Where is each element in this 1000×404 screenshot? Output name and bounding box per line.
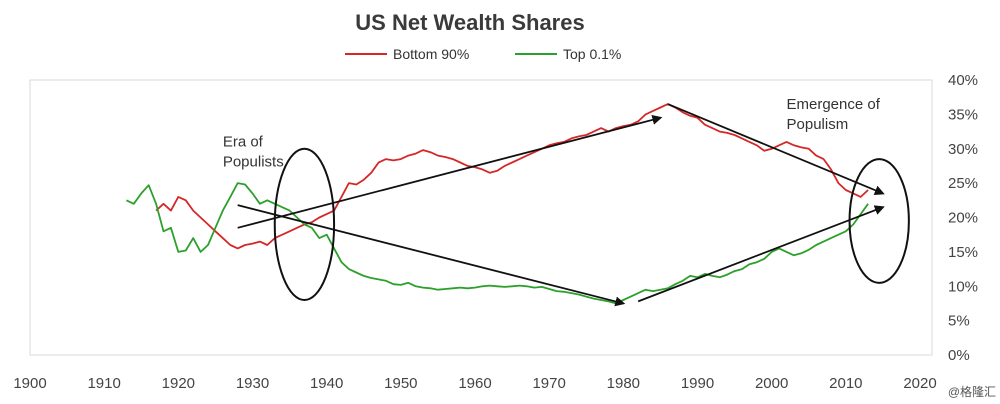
x-tick-label: 2020 xyxy=(903,375,936,392)
annotation-line: Era of xyxy=(223,134,264,151)
x-tick-label: 1970 xyxy=(532,375,565,392)
y-tick-label: 25% xyxy=(948,175,978,192)
x-tick-label: 2010 xyxy=(829,375,862,392)
x-tick-label: 1930 xyxy=(236,375,269,392)
legend: Bottom 90% Top 0.1% xyxy=(345,46,621,62)
plot-area xyxy=(29,79,933,356)
annotation-era-of-populists: Era of Populists xyxy=(223,134,284,171)
legend-label-top-0-1: Top 0.1% xyxy=(563,46,621,62)
y-tick-label: 35% xyxy=(948,106,978,123)
y-axis: 0% 5% 10% 15% 20% 25% 30% 35% 40% xyxy=(948,72,978,364)
x-tick-label: 1950 xyxy=(384,375,417,392)
trend-arrow xyxy=(667,103,885,195)
x-tick-label: 1960 xyxy=(458,375,491,392)
x-tick-label: 1900 xyxy=(13,375,46,392)
annotation-line: Emergence of xyxy=(787,96,881,113)
y-tick-label: 0% xyxy=(948,347,970,364)
y-tick-label: 10% xyxy=(948,278,978,295)
x-tick-label: 1980 xyxy=(607,375,640,392)
y-tick-label: 5% xyxy=(948,313,970,330)
x-axis: 1900 1910 1920 1930 1940 1950 1960 1970 1980 1990… xyxy=(13,375,936,392)
arrow-layer xyxy=(237,103,885,307)
y-tick-label: 40% xyxy=(948,72,978,89)
highlight-ellipse xyxy=(848,158,910,284)
watermark: @格隆汇 xyxy=(948,384,996,399)
trend-arrow xyxy=(237,204,626,307)
y-tick-label: 20% xyxy=(948,210,978,227)
y-tick-label: 30% xyxy=(948,141,978,158)
y-tick-label: 15% xyxy=(948,244,978,261)
series-line-bottom-90 xyxy=(155,103,869,250)
x-tick-label: 2000 xyxy=(755,375,788,392)
trend-arrow xyxy=(237,114,663,229)
trend-arrow xyxy=(637,205,885,303)
x-tick-label: 1910 xyxy=(87,375,120,392)
legend-label-bottom-90: Bottom 90% xyxy=(393,46,469,62)
chart-title: US Net Wealth Shares xyxy=(355,10,584,35)
annotation-emergence-of-populism: Emergence of Populism xyxy=(787,96,885,133)
series-line-top-0-1 xyxy=(126,182,869,305)
x-tick-label: 1990 xyxy=(681,375,714,392)
x-tick-label: 1920 xyxy=(162,375,195,392)
annotation-line: Populism xyxy=(787,116,849,133)
x-tick-label: 1940 xyxy=(310,375,343,392)
annotation-line: Populists xyxy=(223,154,284,171)
highlight-ellipse xyxy=(273,147,336,301)
